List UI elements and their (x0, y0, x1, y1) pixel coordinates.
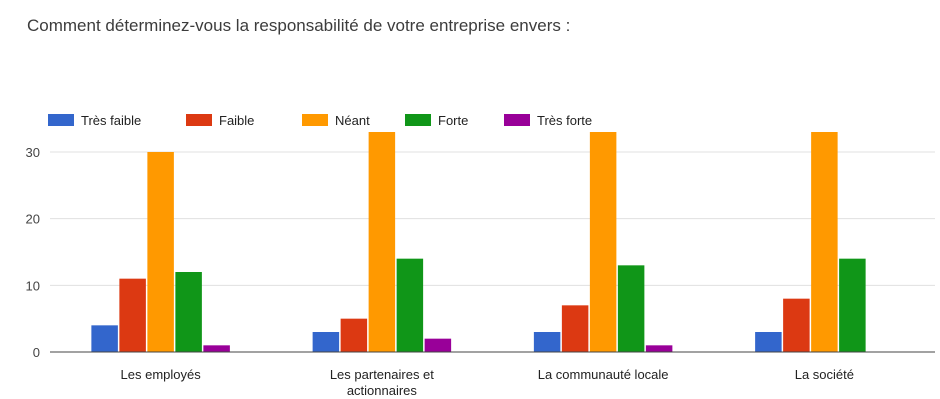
legend-swatch (504, 114, 530, 126)
x-tick-label: La société (795, 367, 854, 382)
legend-label: Très faible (81, 113, 141, 128)
bars (91, 132, 866, 352)
legend-label: Faible (219, 113, 254, 128)
x-tick-label: La communauté locale (538, 367, 669, 382)
bar-forte-3 (839, 258, 866, 352)
y-tick-label: 20 (26, 212, 40, 227)
bar-tres-faible-2 (533, 332, 561, 352)
bar-tres-forte-0 (203, 345, 230, 352)
bar-tres-faible-1 (312, 332, 340, 352)
x-axis-ticks: Les employés Les partenaires et actionnair… (121, 367, 854, 398)
y-tick-label: 30 (26, 145, 40, 160)
legend-label: Forte (438, 113, 468, 128)
chart-title: Comment déterminez-vous la responsabilit… (27, 16, 571, 35)
legend-swatch (186, 114, 212, 126)
legend-item-neant: Néant (302, 113, 370, 128)
legend-label: Néant (335, 113, 370, 128)
bar-neant-2 (589, 132, 617, 352)
legend-swatch (405, 114, 431, 126)
bar-faible-0 (119, 278, 146, 352)
legend-label: Très forte (537, 113, 592, 128)
bar-faible-3 (783, 298, 810, 352)
bar-neant-0 (147, 152, 174, 352)
legend-item-tres-faible: Très faible (48, 113, 141, 128)
bar-tres-forte-1 (424, 338, 452, 352)
bar-forte-1 (396, 258, 424, 352)
y-tick-label: 10 (26, 278, 40, 293)
x-tick-label: Les partenaires et actionnaires (330, 367, 434, 398)
bar-faible-1 (340, 318, 368, 352)
bar-neant-3 (811, 132, 838, 352)
x-tick-label: Les employés (121, 367, 202, 382)
legend-item-tres-forte: Très forte (504, 113, 592, 128)
y-tick-label: 0 (33, 345, 40, 360)
bar-forte-0 (175, 272, 202, 352)
y-axis-ticks: 0 10 20 30 (26, 145, 40, 360)
legend-swatch (48, 114, 74, 126)
bar-forte-2 (617, 265, 645, 352)
legend-swatch (302, 114, 328, 126)
legend: Très faible Faible Néant Forte Très forte (48, 113, 592, 128)
legend-item-forte: Forte (405, 113, 468, 128)
grid-lines (50, 151, 935, 286)
bar-tres-forte-2 (645, 345, 673, 352)
bar-tres-faible-0 (91, 325, 118, 352)
legend-item-faible: Faible (186, 113, 254, 128)
bar-neant-1 (368, 132, 396, 352)
bar-faible-2 (561, 305, 589, 352)
bar-tres-faible-3 (755, 332, 782, 352)
